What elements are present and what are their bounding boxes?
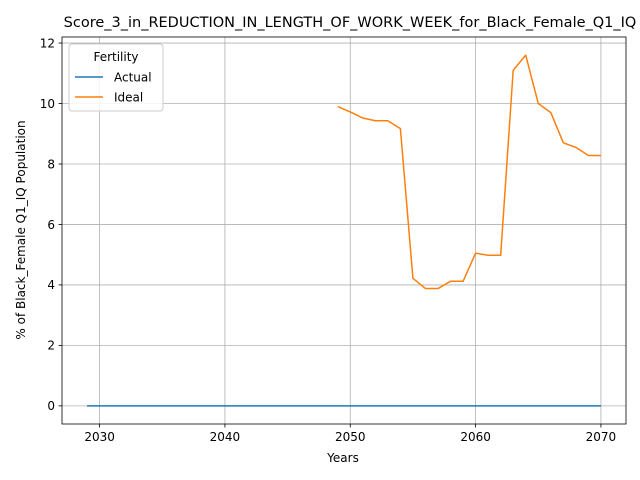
x-tick-label: 2030 — [84, 430, 115, 444]
y-axis-ticks: 0 2 4 6 8 10 12 — [40, 36, 62, 413]
legend-label-actual: Actual — [114, 70, 152, 84]
y-tick-label: 10 — [40, 97, 55, 111]
x-axis-ticks: 2030 2040 2050 2060 2070 — [84, 424, 616, 444]
series-line-ideal — [337, 54, 601, 290]
y-tick-label: 0 — [47, 399, 55, 413]
legend-entries: Actual Ideal — [75, 70, 152, 104]
y-tick-label: 12 — [40, 36, 55, 50]
series-lines — [87, 54, 601, 407]
chart-title: Score_3_in_REDUCTION_IN_LENGTH_OF_WORK_W… — [64, 15, 637, 31]
y-tick-label: 4 — [47, 278, 55, 292]
x-tick-label: 2040 — [210, 430, 241, 444]
legend-box — [68, 43, 164, 112]
legend: Fertility Actual Ideal — [68, 43, 164, 112]
plot-frame — [61, 36, 627, 425]
x-tick-label: 2070 — [586, 430, 617, 444]
legend-label-ideal: Ideal — [114, 90, 143, 104]
y-tick-label: 2 — [47, 339, 55, 353]
y-tick-label: 6 — [47, 218, 55, 232]
x-tick-label: 2060 — [460, 430, 491, 444]
y-axis-label: % of Black_Female Q1_IQ Population — [14, 120, 28, 339]
legend-title: Fertility — [93, 50, 138, 64]
x-axis-label: Years — [326, 451, 359, 465]
x-tick-label: 2050 — [335, 430, 366, 444]
y-tick-label: 8 — [47, 157, 55, 171]
